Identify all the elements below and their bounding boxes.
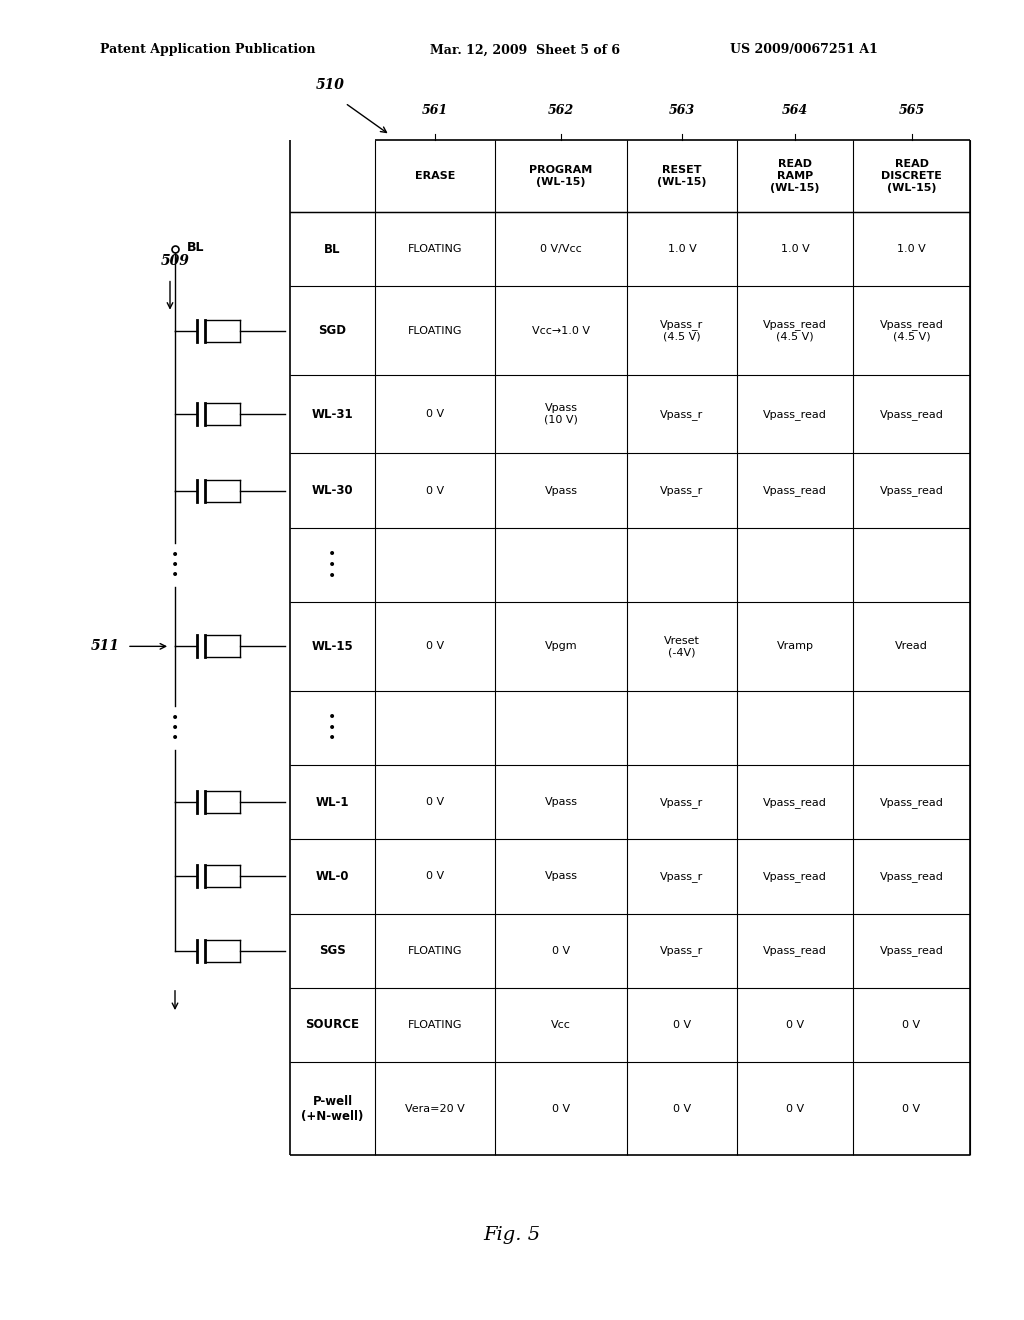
Text: Vpass_read: Vpass_read: [880, 871, 943, 882]
Text: FLOATING: FLOATING: [408, 1020, 462, 1030]
Text: Vpass_read: Vpass_read: [880, 945, 943, 956]
Text: Vpass_read: Vpass_read: [763, 409, 827, 420]
Text: SGS: SGS: [319, 944, 346, 957]
Text: Vpass_r: Vpass_r: [660, 797, 703, 808]
Text: 563: 563: [669, 103, 695, 116]
Text: 0 V: 0 V: [902, 1020, 921, 1030]
Text: 1.0 V: 1.0 V: [897, 244, 926, 255]
Text: 564: 564: [782, 103, 808, 116]
Text: SGD: SGD: [318, 325, 346, 337]
Text: Vpass
(10 V): Vpass (10 V): [544, 404, 578, 425]
Text: Mar. 12, 2009  Sheet 5 of 6: Mar. 12, 2009 Sheet 5 of 6: [430, 44, 620, 57]
Text: •
•
•: • • •: [329, 710, 337, 746]
Text: 0 V: 0 V: [426, 642, 444, 651]
Text: •
•
•: • • •: [329, 548, 337, 582]
Text: Vpass_r: Vpass_r: [660, 409, 703, 420]
Text: Vpass_read
(4.5 V): Vpass_read (4.5 V): [880, 319, 943, 342]
Text: WL-0: WL-0: [315, 870, 349, 883]
Text: 1.0 V: 1.0 V: [668, 244, 696, 255]
Text: Vpass_r: Vpass_r: [660, 945, 703, 956]
Text: 0 V: 0 V: [902, 1104, 921, 1114]
Text: 0 V: 0 V: [673, 1020, 691, 1030]
Text: READ
RAMP
(WL-15): READ RAMP (WL-15): [770, 160, 820, 193]
Text: Vpass: Vpass: [545, 486, 578, 495]
Text: Vramp: Vramp: [776, 642, 813, 651]
Text: ERASE: ERASE: [415, 172, 456, 181]
Text: FLOATING: FLOATING: [408, 326, 462, 335]
Text: 0 V: 0 V: [786, 1020, 804, 1030]
Text: Vpass_read: Vpass_read: [880, 797, 943, 808]
Text: WL-15: WL-15: [311, 640, 353, 653]
Text: 510: 510: [315, 78, 344, 92]
Text: 0 V: 0 V: [426, 797, 444, 807]
Text: READ
DISCRETE
(WL-15): READ DISCRETE (WL-15): [881, 160, 942, 193]
Text: Vpgm: Vpgm: [545, 642, 578, 651]
Text: Vpass_read
(4.5 V): Vpass_read (4.5 V): [763, 319, 827, 342]
Text: 561: 561: [422, 103, 449, 116]
Text: Fig. 5: Fig. 5: [483, 1226, 541, 1243]
Text: 0 V: 0 V: [426, 871, 444, 882]
Text: •
•
•: • • •: [171, 548, 179, 582]
Text: 0 V: 0 V: [786, 1104, 804, 1114]
Text: 511: 511: [90, 639, 120, 653]
Text: Vpass: Vpass: [545, 797, 578, 807]
Text: Vpass_read: Vpass_read: [880, 409, 943, 420]
Text: Vread: Vread: [895, 642, 928, 651]
Text: 0 V: 0 V: [552, 1104, 570, 1114]
Text: Vpass_read: Vpass_read: [763, 945, 827, 956]
Text: FLOATING: FLOATING: [408, 244, 462, 255]
Text: Vpass_r
(4.5 V): Vpass_r (4.5 V): [660, 319, 703, 342]
Text: Patent Application Publication: Patent Application Publication: [100, 44, 315, 57]
Text: •
•
•: • • •: [171, 710, 179, 744]
Text: 0 V: 0 V: [673, 1104, 691, 1114]
Text: Vpass_read: Vpass_read: [880, 486, 943, 496]
Text: 562: 562: [548, 103, 574, 116]
Text: SOURCE: SOURCE: [305, 1019, 359, 1031]
Text: Vpass_r: Vpass_r: [660, 486, 703, 496]
Text: WL-31: WL-31: [311, 408, 353, 421]
Text: 0 V: 0 V: [426, 409, 444, 420]
Text: Vpass_read: Vpass_read: [763, 486, 827, 496]
Text: PROGRAM
(WL-15): PROGRAM (WL-15): [529, 165, 593, 187]
Text: 0 V/Vcc: 0 V/Vcc: [540, 244, 582, 255]
Text: BL: BL: [187, 240, 205, 253]
Text: US 2009/0067251 A1: US 2009/0067251 A1: [730, 44, 878, 57]
Text: Vera=20 V: Vera=20 V: [406, 1104, 465, 1114]
Text: 0 V: 0 V: [552, 945, 570, 956]
Text: P-well
(+N-well): P-well (+N-well): [301, 1094, 364, 1122]
Text: WL-30: WL-30: [311, 484, 353, 498]
Text: Vcc: Vcc: [551, 1020, 571, 1030]
Text: RESET
(WL-15): RESET (WL-15): [657, 165, 707, 187]
Text: BL: BL: [325, 243, 341, 256]
Text: Vpass: Vpass: [545, 871, 578, 882]
Text: FLOATING: FLOATING: [408, 945, 462, 956]
Text: Vpass_read: Vpass_read: [763, 797, 827, 808]
Text: 509: 509: [161, 253, 189, 268]
Text: 565: 565: [898, 103, 925, 116]
Text: Vpass_read: Vpass_read: [763, 871, 827, 882]
Text: Vcc→1.0 V: Vcc→1.0 V: [532, 326, 590, 335]
Text: Vreset
(-4V): Vreset (-4V): [664, 635, 700, 657]
Text: 0 V: 0 V: [426, 486, 444, 495]
Text: 1.0 V: 1.0 V: [780, 244, 809, 255]
Text: Vpass_r: Vpass_r: [660, 871, 703, 882]
Text: WL-1: WL-1: [315, 796, 349, 809]
